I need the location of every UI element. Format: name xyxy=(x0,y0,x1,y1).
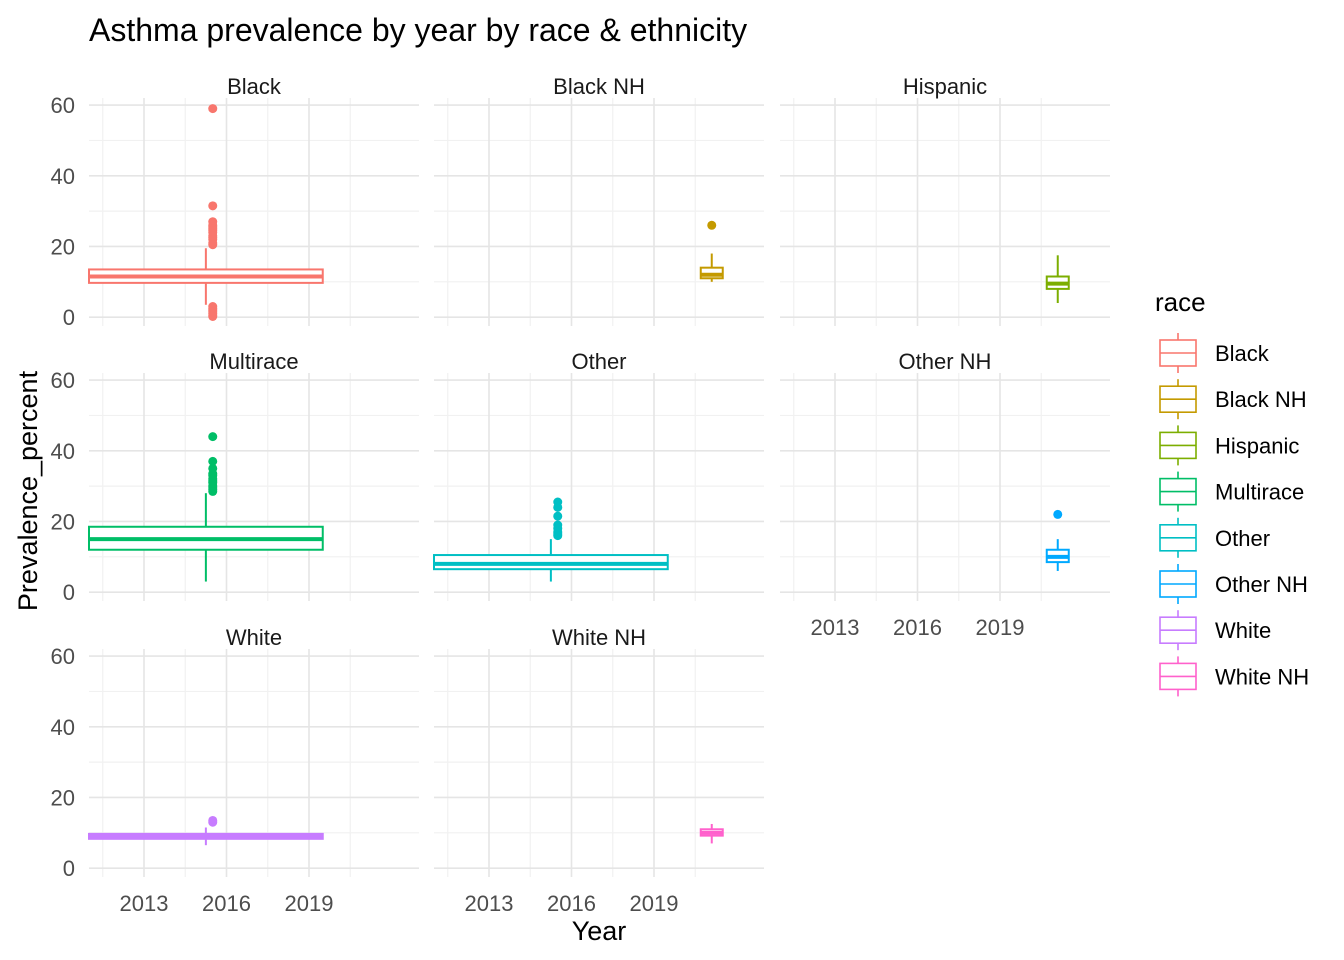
facet-strip-label: Other NH xyxy=(899,349,992,374)
box-white xyxy=(88,815,324,846)
box-black-nh xyxy=(699,220,724,282)
x-axis-title: Year xyxy=(572,916,627,946)
box-other xyxy=(433,497,669,582)
outlier-point xyxy=(208,456,218,466)
y-tick-label: 20 xyxy=(51,234,75,259)
facet-panel-white-nh: White NH 2013 2016 2019 xyxy=(434,625,764,916)
x-tick-label: 2019 xyxy=(630,891,679,916)
outlier-point xyxy=(553,511,563,521)
outlier-point xyxy=(208,311,218,321)
x-tick-label: 2013 xyxy=(811,615,860,640)
legend-label: Black NH xyxy=(1215,387,1307,412)
facet-panels: Black 0 20 40 60 Black NH Hispanic Multirace 0 20… xyxy=(51,74,1110,916)
x-tick-label: 2019 xyxy=(976,615,1025,640)
facet-strip-label: Black xyxy=(227,74,282,99)
box-hispanic xyxy=(1045,255,1070,304)
legend-label: White NH xyxy=(1215,664,1309,689)
legend-label: White xyxy=(1215,618,1271,643)
facet-panel-multirace: Multirace 0 20 40 60 xyxy=(51,349,419,605)
x-tick-label: 2019 xyxy=(285,891,334,916)
x-tick-label: 2016 xyxy=(547,891,596,916)
facet-panel-black-nh: Black NH xyxy=(434,74,764,326)
outlier-point xyxy=(707,220,717,230)
facet-panel-hispanic: Hispanic xyxy=(780,74,1110,326)
x-tick-label: 2016 xyxy=(893,615,942,640)
legend-item-other: Other xyxy=(1159,517,1270,558)
legend-label: Other xyxy=(1215,526,1270,551)
box-black xyxy=(88,104,324,321)
y-tick-label: 40 xyxy=(51,164,75,189)
box-other-nh xyxy=(1045,509,1070,571)
y-tick-label: 20 xyxy=(51,509,75,534)
box-multirace xyxy=(88,432,324,582)
facet-panel-other-nh: Other NH 2013 2016 2019 xyxy=(780,349,1110,640)
facet-strip-label: Multirace xyxy=(209,349,298,374)
legend-item-black: Black xyxy=(1159,333,1270,373)
y-tick-label: 40 xyxy=(51,439,75,464)
legend-item-white: White xyxy=(1159,610,1271,651)
facet-strip-label: Other xyxy=(571,349,626,374)
outlier-point xyxy=(208,104,218,114)
outlier-point xyxy=(208,201,218,211)
legend-item-hispanic: Hispanic xyxy=(1159,425,1299,466)
y-tick-label: 0 xyxy=(63,856,75,881)
facet-strip-label: Black NH xyxy=(553,74,645,99)
y-tick-label: 60 xyxy=(51,644,75,669)
box-white-nh xyxy=(699,823,724,844)
outlier-point xyxy=(208,486,218,496)
outlier-point xyxy=(553,502,563,512)
y-tick-label: 60 xyxy=(51,93,75,118)
outlier-point xyxy=(208,432,218,442)
facet-panel-white: White 0 20 40 60 2013 2016 2019 xyxy=(51,625,419,916)
x-tick-label: 2013 xyxy=(465,891,514,916)
legend-item-white-nh: White NH xyxy=(1159,656,1309,697)
facet-strip-label: White xyxy=(226,625,282,650)
x-tick-label: 2013 xyxy=(120,891,169,916)
facet-panel-black: Black 0 20 40 60 xyxy=(51,74,419,330)
y-tick-label: 0 xyxy=(63,580,75,605)
outlier-point xyxy=(208,817,218,827)
facet-strip-label: Hispanic xyxy=(903,74,987,99)
facet-panel-other: Other xyxy=(433,349,764,601)
legend-label: Other NH xyxy=(1215,572,1308,597)
y-tick-label: 0 xyxy=(63,305,75,330)
y-tick-label: 40 xyxy=(51,715,75,740)
legend-item-black-nh: Black NH xyxy=(1159,379,1307,420)
legend-label: Multirace xyxy=(1215,480,1304,505)
outlier-point xyxy=(208,240,218,250)
legend-item-multirace: Multirace xyxy=(1159,471,1304,512)
outlier-point xyxy=(1053,509,1063,519)
chart-title: Asthma prevalence by year by race & ethn… xyxy=(89,12,747,48)
legend: race Black Black NH Hispanic Multirace Other… xyxy=(1155,287,1309,697)
legend-label: Black xyxy=(1215,341,1270,366)
facet-strip-label: White NH xyxy=(552,625,646,650)
legend-item-other-nh: Other NH xyxy=(1159,564,1308,604)
outlier-point xyxy=(553,531,563,541)
x-tick-label: 2016 xyxy=(202,891,251,916)
legend-label: Hispanic xyxy=(1215,433,1299,458)
y-axis-title: Prevalence_percent xyxy=(13,370,43,611)
y-tick-label: 20 xyxy=(51,785,75,810)
y-tick-label: 60 xyxy=(51,368,75,393)
legend-title: race xyxy=(1155,287,1206,317)
